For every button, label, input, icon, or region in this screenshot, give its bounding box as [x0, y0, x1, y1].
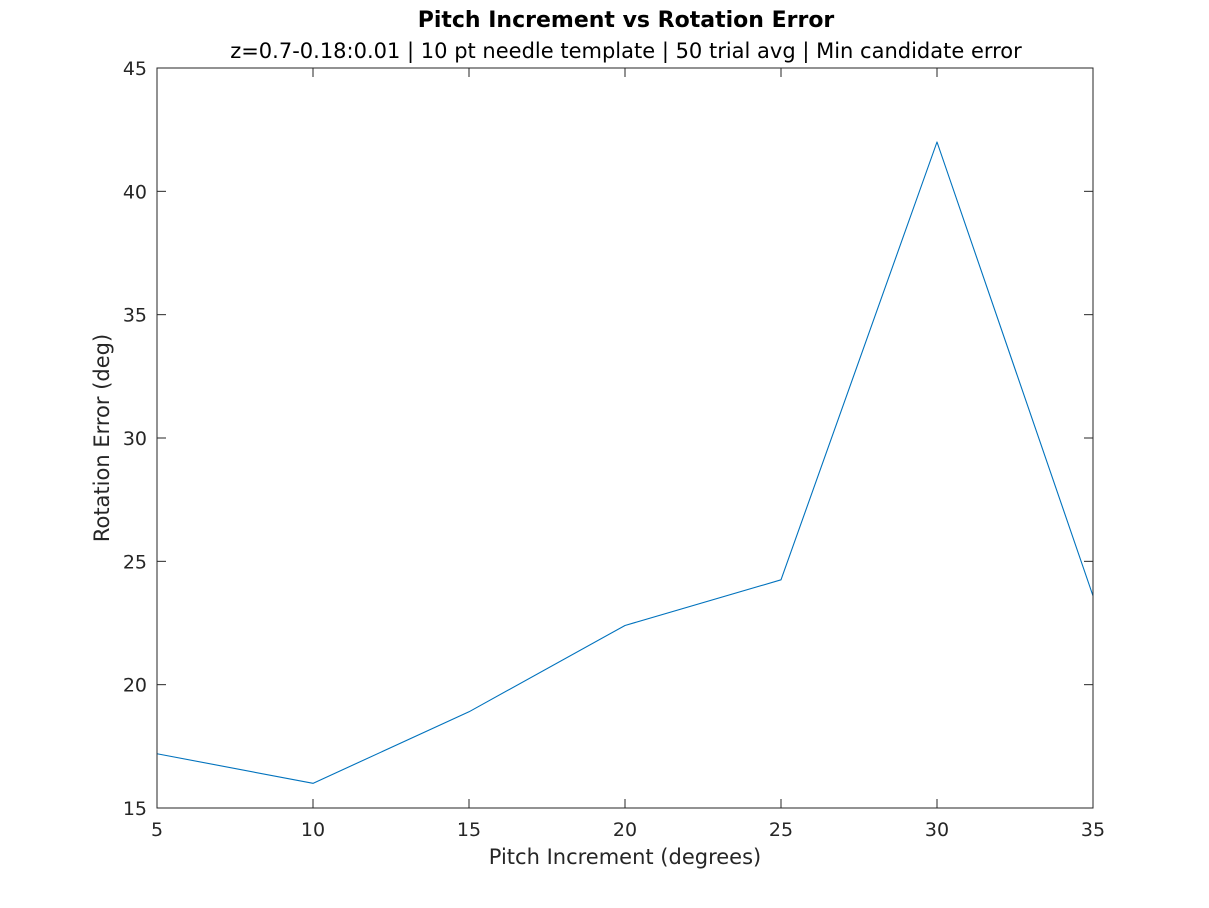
- x-tick-label: 5: [151, 819, 163, 841]
- axes-box: [156, 67, 1094, 809]
- y-tick-label: 20: [123, 675, 147, 697]
- plot-area: [156, 67, 1094, 809]
- y-tick-label: 25: [123, 551, 147, 573]
- chart-subtitle: z=0.7-0.18:0.01 | 10 pt needle template …: [230, 39, 1022, 64]
- y-tick-label: 35: [123, 305, 147, 327]
- x-tick-label: 35: [1081, 819, 1105, 841]
- y-tick-labels: 15 20 25 30 35 40 45: [123, 58, 147, 820]
- y-tick-label: 15: [123, 798, 147, 820]
- y-axis-label: Rotation Error (deg): [90, 334, 114, 542]
- x-tick-labels: 5 10 15 20 25 30 35: [151, 819, 1105, 841]
- series-layer: [156, 141, 1094, 784]
- chart-title: Pitch Increment vs Rotation Error: [418, 8, 835, 33]
- x-tick-label: 10: [301, 819, 325, 841]
- series-line: [156, 141, 1094, 784]
- axes-background: [157, 68, 1093, 808]
- y-tick-label: 40: [123, 181, 147, 203]
- x-tick-label: 25: [769, 819, 793, 841]
- y-tick-label: 30: [123, 428, 147, 450]
- x-tick-label: 15: [457, 819, 481, 841]
- x-tick-label: 20: [613, 819, 637, 841]
- x-tick-label: 30: [925, 819, 949, 841]
- x-axis-label: Pitch Increment (degrees): [489, 845, 761, 869]
- y-tick-label: 45: [123, 58, 147, 80]
